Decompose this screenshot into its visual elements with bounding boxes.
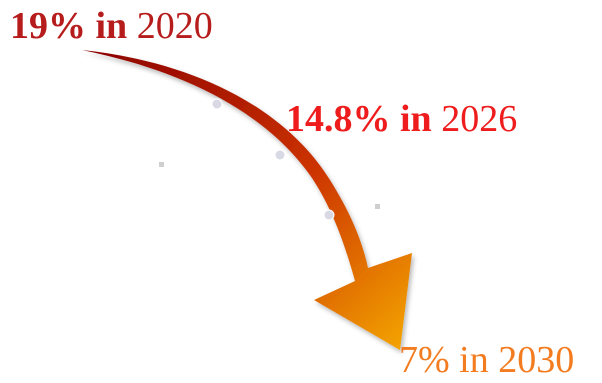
milestone-year: 2020 [136, 5, 213, 47]
milestone-percent: 19% [10, 5, 86, 47]
milestone-in: in [95, 5, 128, 47]
decorative-speck [159, 162, 164, 167]
milestone-year: 2030 [498, 339, 575, 381]
arrow-body [82, 50, 412, 350]
milestone-percent: 7% [399, 339, 450, 381]
marker-dot [211, 98, 223, 110]
marker-dot [274, 149, 286, 161]
milestone-2026-label: 14.8% in 2026 [286, 100, 517, 138]
milestone-2020-label: 19% in 2020 [10, 7, 213, 45]
milestone-year: 2026 [441, 98, 518, 140]
decorative-speck [375, 204, 380, 209]
milestone-in: in [400, 98, 432, 140]
milestone-2030-label: 7% in 2030 [399, 341, 574, 379]
milestone-in: in [459, 339, 489, 381]
marker-dot [323, 209, 335, 221]
milestone-percent: 14.8% [286, 98, 391, 140]
